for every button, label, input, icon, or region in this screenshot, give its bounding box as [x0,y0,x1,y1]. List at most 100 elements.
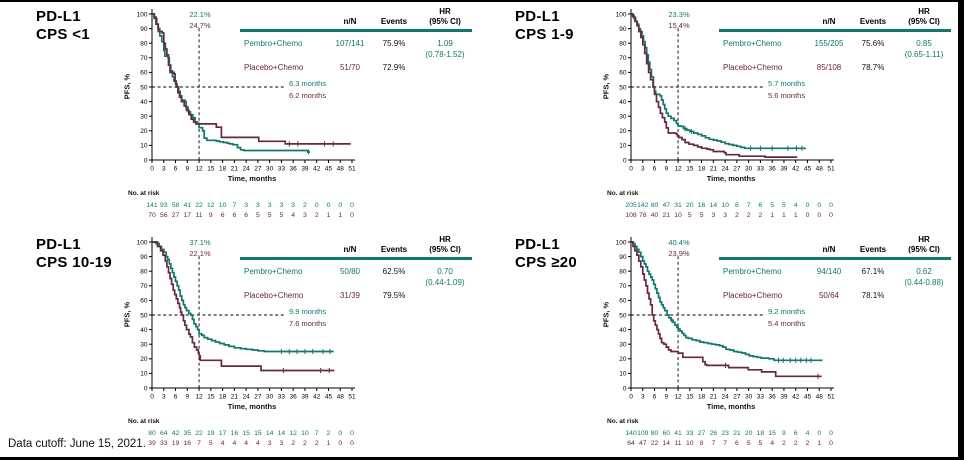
at-risk-placebo-value: 7 [711,440,715,447]
col-header-n: n/N [822,245,836,254]
at-risk-pembro-value: 10 [301,430,309,437]
at-risk-placebo-value: 2 [303,440,307,447]
x-axis-label: Time, months [227,402,277,411]
at-risk-placebo-value: 70 [148,212,156,219]
x-tick-label: 27 [254,394,262,401]
y-tick-label: 40 [619,327,627,334]
at-risk-pembro-value: 20 [686,202,694,209]
panel-title-line1: PD-L1 [36,8,81,25]
at-risk-placebo-value: 16 [184,440,192,447]
y-tick-label: 100 [137,11,148,18]
at-risk-pembro-value: 35 [184,430,192,437]
x-tick-label: 36 [290,166,298,173]
y-tick-label: 0 [144,157,148,164]
x-tick-label: 3 [162,394,166,401]
y-tick-label: 60 [619,298,627,305]
x-tick-label: 39 [780,394,788,401]
x-tick-label: 48 [816,166,824,173]
at-risk-pembro-value: 2 [303,202,307,209]
row-placebo-name: Placebo+Chemo [244,63,304,72]
table-rule [719,29,951,32]
at-risk-pembro-value: 15 [242,430,250,437]
km-curve-placebo [631,241,822,378]
landmark-rate-placebo: 15.4% [668,21,690,30]
at-risk-pembro-value: 4 [794,202,798,209]
km-curve-placebo [631,13,798,158]
median-placebo: 5.4 months [768,319,806,328]
x-tick-label: 6 [653,394,657,401]
y-tick-label: 60 [140,298,148,305]
landmark-rate-placebo: 22.1% [189,249,211,258]
at-risk-pembro-value: 16 [698,202,706,209]
at-risk-placebo-value: 6 [232,212,236,219]
at-risk-placebo-value: 64 [627,440,635,447]
at-risk-pembro-value: 20 [745,430,753,437]
x-tick-label: 27 [733,394,741,401]
x-tick-label: 30 [266,394,274,401]
x-tick-label: 12 [195,166,203,173]
at-risk-pembro-value: 15 [768,430,776,437]
y-tick-label: 50 [140,312,148,319]
row-pembro-n: 94/140 [816,267,842,276]
at-risk-placebo-value: 5 [280,212,284,219]
x-tick-label: 51 [348,166,356,173]
at-risk-placebo-value: 10 [686,440,694,447]
at-risk-placebo-value: 3 [711,212,715,219]
at-risk-pembro-value: 14 [710,202,718,209]
at-risk-placebo-value: 1 [770,212,774,219]
at-risk-pembro-value: 10 [721,202,729,209]
at-risk-placebo-value: 1 [338,212,342,219]
at-risk-placebo-value: 8 [700,440,704,447]
panel-title-line1: PD-L1 [515,8,560,25]
at-risk-pembro-value: 10 [219,202,227,209]
row-hr-ci: (0.65-1.11) [904,50,944,59]
row-hr-value: 0.70 [437,267,453,276]
x-tick-label: 45 [325,394,333,401]
x-tick-label: 27 [733,166,741,173]
x-tick-label: 12 [195,394,203,401]
y-tick-label: 60 [619,70,627,77]
at-risk-placebo-value: 11 [196,212,203,219]
landmark-rate-pembro: 23.3% [668,10,690,19]
at-risk-pembro-value: 22 [195,202,203,209]
at-risk-pembro-value: 3 [291,202,295,209]
panel-cps-ge20: 0 10 20 30 40 50 60 70 80 90 100 0 3 6 9 12 15 18 21 24 27 30… [479,230,957,457]
y-tick-label: 70 [619,55,627,62]
at-risk-pembro-value: 0 [817,202,821,209]
at-risk-pembro-value: 7 [315,430,319,437]
at-risk-placebo-value: 9 [209,212,213,219]
x-tick-label: 3 [641,166,645,173]
y-tick-label: 30 [619,342,627,349]
y-tick-label: 10 [140,143,148,150]
y-tick-label: 80 [619,269,627,276]
y-tick-label: 20 [619,128,627,135]
col-header-hr: HR [439,235,451,244]
row-placebo-n: 51/70 [339,63,361,72]
col-header-ci: (95% CI) [908,245,940,254]
at-risk-placebo-value: 1 [817,440,821,447]
at-risk-pembro-value: 12 [289,430,297,437]
row-hr-value: 0.62 [916,267,932,276]
x-tick-label: 15 [207,166,215,173]
at-risk-placebo-value: 2 [735,212,739,219]
x-tick-label: 33 [757,166,765,173]
x-tick-label: 18 [698,166,706,173]
at-risk-placebo-value: 5 [268,212,272,219]
median-placebo: 6.2 months [289,91,327,100]
at-risk-pembro-value: 9 [782,430,786,437]
y-tick-label: 50 [619,312,627,319]
x-tick-label: 0 [629,394,633,401]
at-risk-pembro-value: 15 [254,430,262,437]
x-tick-label: 3 [162,166,166,173]
at-risk-pembro-value: 12 [207,202,215,209]
at-risk-pembro-value: 8 [735,202,739,209]
at-risk-placebo-value: 56 [160,212,168,219]
col-header-events: Events [380,245,408,254]
row-placebo-events: 72.9% [382,63,406,72]
x-tick-label: 12 [674,394,682,401]
at-risk-placebo-value: 11 [675,440,682,447]
at-risk-pembro-value: 0 [338,430,342,437]
x-axis-label: Time, months [706,402,756,411]
y-tick-label: 40 [619,99,627,106]
